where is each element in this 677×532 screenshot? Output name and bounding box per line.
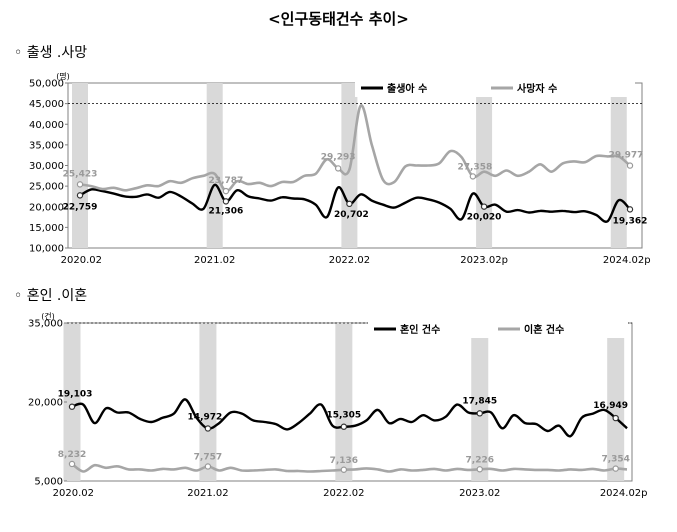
y-tick-label: 10,000 — [29, 244, 64, 255]
data-point-marker — [612, 465, 619, 472]
x-tick-label: 2022.02 — [329, 255, 370, 266]
y-tick-label: 35,000 — [28, 319, 63, 330]
series-line-gray — [79, 104, 631, 193]
x-tick-label: 2021.02 — [194, 255, 235, 266]
y-tick-label: 45,000 — [29, 99, 64, 110]
data-label: 7,757 — [194, 452, 222, 462]
legend-entry: 혼인 건수 — [400, 323, 440, 336]
unit-label: (건) — [41, 311, 55, 321]
data-label: 21,306 — [209, 206, 244, 216]
highlight-band-3 — [471, 323, 489, 481]
y-tick-label: 40,000 — [29, 120, 64, 131]
data-label: 29,293 — [321, 152, 356, 162]
data-point-marker — [222, 187, 230, 195]
data-point-marker — [68, 460, 76, 468]
data-point-marker — [340, 466, 348, 473]
data-label: 29,977 — [609, 151, 644, 161]
data-label: 7,354 — [601, 455, 629, 465]
x-tick-label: 2023.02p — [460, 255, 508, 266]
data-label: 14,972 — [188, 412, 223, 422]
highlight-band-1 — [206, 83, 223, 248]
page-title: <인구동태건수 추이> — [268, 10, 409, 28]
y-tick-label: 25,000 — [29, 182, 64, 193]
y-tick-label: 50,000 — [29, 79, 64, 90]
data-point-marker — [626, 162, 634, 169]
x-tick-label: 2020.02 — [53, 488, 94, 499]
legend-entry: 이혼 건수 — [524, 323, 564, 336]
y-tick-label: 20,000 — [28, 398, 63, 409]
data-point-marker — [476, 410, 483, 417]
data-label: 25,423 — [63, 169, 98, 179]
data-label: 27,358 — [457, 162, 492, 172]
section-title-birth-death: ◦ 출생 .사망 — [14, 45, 88, 61]
data-label: 15,305 — [326, 411, 361, 421]
data-label: 16,949 — [593, 401, 628, 411]
unit-label: (명) — [56, 71, 70, 81]
legend-entry: 출생아 수 — [387, 82, 427, 95]
data-point-marker — [204, 425, 212, 432]
highlight-band-1 — [199, 323, 217, 481]
y-tick-label: 15,000 — [29, 223, 64, 234]
data-point-marker — [76, 192, 84, 199]
data-label: 23,787 — [209, 176, 244, 186]
data-label: 19,103 — [58, 390, 93, 400]
y-tick-label: 20,000 — [29, 202, 64, 213]
x-tick-label: 2024.02p — [603, 255, 651, 266]
data-point-marker — [204, 463, 212, 470]
data-label: 20,702 — [334, 210, 369, 220]
data-point-marker — [469, 173, 477, 180]
marriage-divorce-chart: 5,000 20,000 35,000(건) 2020.02 2021.02 2022.0… — [28, 311, 648, 499]
highlight-band-4 — [607, 323, 625, 481]
x-tick-label: 2022.02 — [323, 488, 364, 499]
series-line-black — [71, 398, 628, 438]
highlight-band-0 — [63, 323, 81, 481]
legend-entry: 사망자 수 — [517, 82, 557, 95]
highlight-band-0 — [72, 83, 88, 248]
x-tick-label: 2020.02 — [61, 255, 102, 266]
x-tick-label: 2021.02 — [187, 488, 228, 499]
data-point-marker — [222, 198, 230, 205]
x-tick-label: 2024.02p — [600, 488, 648, 499]
data-point-marker — [346, 200, 353, 208]
y-tick-label: 35,000 — [29, 140, 64, 151]
data-point-marker — [68, 403, 76, 410]
highlight-band-2 — [335, 323, 353, 481]
series-line-black — [79, 183, 631, 223]
data-label: 22,759 — [63, 202, 98, 212]
data-point-marker — [334, 165, 342, 172]
data-label: 20,020 — [467, 213, 502, 223]
data-label: 7,226 — [466, 455, 494, 465]
birth-death-chart: 10,000 15,000 20,000 25,000 30,000 35,000 40,0… — [29, 71, 651, 266]
data-label: 8,232 — [58, 450, 86, 460]
data-point-marker — [476, 466, 483, 473]
series-line-gray — [71, 462, 628, 473]
data-point-marker — [626, 206, 634, 213]
data-point-marker — [76, 181, 84, 188]
data-point-marker — [340, 423, 348, 430]
x-tick-label: 2023.02 — [459, 488, 500, 499]
data-label: 19,362 — [613, 216, 648, 226]
y-tick-label: 5,000 — [34, 477, 63, 488]
data-label: 7,136 — [330, 456, 358, 466]
y-tick-label: 30,000 — [29, 161, 64, 172]
data-label: 17,845 — [462, 396, 497, 406]
data-point-marker — [480, 203, 488, 210]
section-title-marriage-divorce: ◦ 혼인 .이혼 — [14, 288, 88, 304]
data-point-marker — [612, 414, 619, 422]
